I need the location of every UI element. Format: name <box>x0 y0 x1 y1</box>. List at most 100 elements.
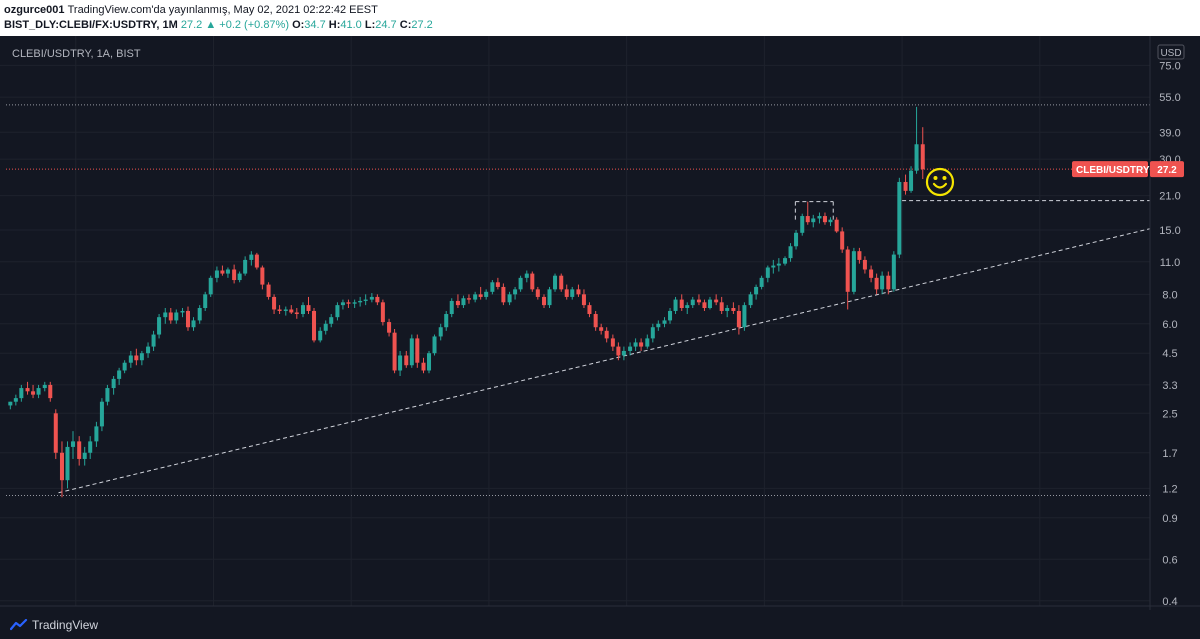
author-name[interactable]: ozgurce001 <box>4 4 65 16</box>
price-change: +0.2 (+0.87%) <box>219 19 289 31</box>
candle-body <box>340 302 345 306</box>
tradingview-logo-icon <box>10 619 28 631</box>
candle-body <box>707 299 712 308</box>
candle-body <box>329 317 334 324</box>
candle-body <box>702 302 707 308</box>
candle-body <box>31 391 36 395</box>
candle-body <box>42 384 47 389</box>
high-value: 41.0 <box>340 19 362 31</box>
candle-body <box>679 299 684 308</box>
tradingview-logo[interactable]: TradingView <box>10 618 98 632</box>
candle-body <box>25 388 30 392</box>
price-tick-label: 39.0 <box>1159 127 1180 139</box>
price-chart[interactable]: 0.4 0.6 0.9 1.2 1.7 2.5 3.3 4.5 6.0 8.0 11.0 15.0 21… <box>0 36 1200 610</box>
candle-body <box>449 300 454 315</box>
candle-body <box>484 291 489 297</box>
candle-body <box>869 269 874 278</box>
price-axis[interactable]: 0.4 0.6 0.9 1.2 1.7 2.5 3.3 4.5 6.0 8.0 11.0 15.0 21… <box>1159 60 1180 607</box>
candle-body <box>553 275 558 290</box>
candle-body <box>759 277 764 287</box>
candle-body <box>547 289 552 306</box>
price-tick-label: 2.5 <box>1162 408 1177 420</box>
candle-body <box>725 307 730 311</box>
candle-body <box>174 312 179 321</box>
candle-body <box>168 312 173 321</box>
candle-body <box>438 327 443 337</box>
candle-body <box>139 353 144 361</box>
candle-body <box>19 388 24 399</box>
candle-body <box>312 310 317 341</box>
candle-body <box>576 289 581 295</box>
open-value: 34.7 <box>304 19 326 31</box>
candle-body <box>628 346 633 351</box>
candle-body <box>65 446 70 481</box>
candle-body <box>260 267 265 285</box>
candle-body <box>59 452 64 481</box>
candle-body <box>203 294 208 308</box>
candle-body <box>392 332 397 371</box>
candle-body <box>805 216 810 223</box>
candle-body <box>122 362 127 371</box>
close-label: C: <box>399 19 412 31</box>
candle-body <box>903 181 908 191</box>
candle-body <box>427 353 432 371</box>
candle-body <box>82 452 87 459</box>
candle-body <box>197 307 202 321</box>
candle-body <box>294 312 299 315</box>
candle-body <box>455 300 460 306</box>
candle-body <box>466 298 471 300</box>
candle-body <box>490 282 495 292</box>
price-tick-label: 1.2 <box>1162 483 1177 495</box>
price-tick-label: 15.0 <box>1159 225 1180 237</box>
candle-body <box>283 309 288 311</box>
candle-body <box>874 277 879 290</box>
candle-body <box>662 320 667 324</box>
candle-body <box>542 296 547 306</box>
price-tick-label: 21.0 <box>1159 191 1180 203</box>
candle-body <box>822 216 827 223</box>
candle-body <box>559 275 564 290</box>
price-tick-label: 75.0 <box>1159 60 1180 72</box>
candle-body <box>518 277 523 290</box>
candle-body <box>731 307 736 311</box>
candle-body <box>656 323 661 328</box>
candle-body <box>604 330 609 339</box>
up-arrow-icon: ▲ <box>205 19 217 31</box>
drawing-annotations <box>6 104 1151 496</box>
candlestick-series <box>8 106 925 498</box>
grid-lines <box>0 36 1150 606</box>
candle-body <box>318 330 323 341</box>
candle-body <box>409 338 414 366</box>
candle-body <box>272 296 277 310</box>
price-tick-label: 0.6 <box>1162 554 1177 566</box>
candle-body <box>146 346 151 354</box>
candle-body <box>673 299 678 311</box>
candle-body <box>851 251 856 292</box>
chart-title: CLEBI/USDTRY, 1A, BIST <box>12 48 141 60</box>
candle-body <box>134 355 139 361</box>
candle-body <box>599 327 604 331</box>
candle-body <box>621 350 626 356</box>
candle-body <box>616 346 621 356</box>
candle-body <box>185 310 191 328</box>
candle-body <box>794 232 799 247</box>
candle-body <box>220 270 225 274</box>
candle-body <box>834 219 839 232</box>
candle-body <box>444 314 449 328</box>
candle-body <box>495 282 500 287</box>
candle-body <box>610 338 615 347</box>
candle-body <box>891 254 896 290</box>
candle-body <box>828 219 833 223</box>
candle-body <box>300 305 306 315</box>
publish-info: ozgurce001 TradingView.com'da yayınlanmı… <box>4 4 378 16</box>
candle-body <box>840 231 845 250</box>
price-tick-label: 0.4 <box>1162 596 1177 608</box>
candle-body <box>163 312 168 318</box>
last-price: 27.2 <box>180 19 203 31</box>
currency-badge[interactable]: USD <box>1157 44 1185 60</box>
candle-body <box>346 302 351 304</box>
candle-body <box>696 299 701 303</box>
candle-body <box>800 216 805 233</box>
close-value: 27.2 <box>411 19 433 31</box>
candle-body <box>748 294 753 306</box>
